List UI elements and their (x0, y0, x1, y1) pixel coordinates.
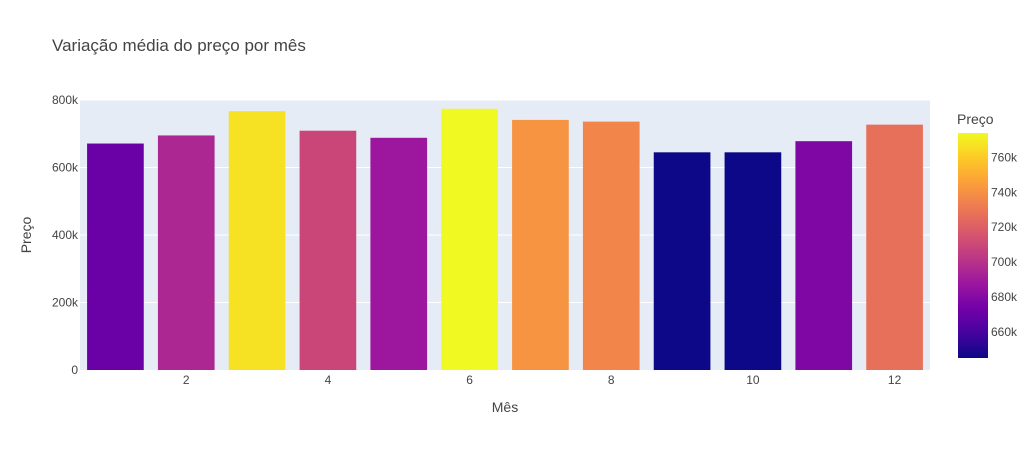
colorbar (958, 133, 988, 358)
bar[interactable] (795, 141, 853, 370)
y-tick-label: 800k (52, 93, 79, 107)
colorbar-ticks: 660k 680k 700k 720k 740k 760k (991, 150, 1018, 338)
x-tick-label: 2 (183, 373, 190, 387)
bar[interactable] (299, 130, 357, 370)
x-tick-label: 6 (466, 373, 473, 387)
colorbar-tick-label: 740k (991, 185, 1018, 199)
bars (87, 108, 923, 371)
colorbar-tick-label: 660k (991, 325, 1018, 339)
y-axis-ticks: 0 200k 400k 600k 800k (52, 93, 79, 377)
y-axis-title: Preço (18, 217, 34, 254)
x-axis-ticks: 2 4 6 8 10 12 (183, 373, 902, 387)
colorbar-title: Preço (957, 111, 994, 127)
bar[interactable] (866, 124, 923, 370)
grid-lines (80, 99, 930, 303)
bar[interactable] (157, 135, 215, 370)
y-tick-label: 0 (71, 363, 78, 377)
colorbar-tick-label: 700k (991, 255, 1018, 269)
colorbar-tick-label: 760k (991, 150, 1018, 164)
bar[interactable] (653, 152, 711, 370)
y-tick-label: 600k (52, 161, 79, 175)
y-tick-label: 400k (52, 228, 79, 242)
x-tick-label: 8 (608, 373, 615, 387)
bar[interactable] (724, 152, 782, 370)
bar[interactable] (582, 121, 640, 370)
x-tick-label: 4 (325, 373, 332, 387)
bar[interactable] (441, 108, 498, 371)
bar[interactable] (87, 143, 144, 370)
colorbar-tick-label: 680k (991, 290, 1018, 304)
chart-title: Variação média do preço por mês (52, 36, 306, 55)
colorbar-tick-label: 720k (991, 220, 1018, 234)
bar[interactable] (512, 119, 569, 370)
bar[interactable] (370, 137, 428, 370)
bar[interactable] (228, 111, 286, 370)
x-tick-label: 10 (746, 373, 760, 387)
x-tick-label: 12 (888, 373, 902, 387)
y-tick-label: 200k (52, 296, 79, 310)
x-axis-title: Mês (492, 399, 518, 415)
